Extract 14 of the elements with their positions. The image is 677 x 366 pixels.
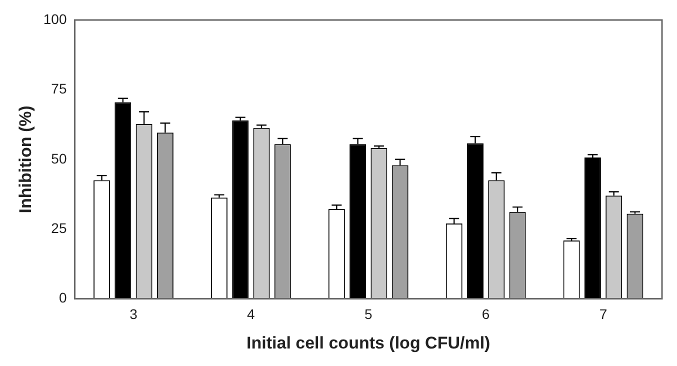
x-tick-label: 3 — [130, 306, 138, 322]
y-axis-title: Inhibition (%) — [16, 106, 35, 214]
x-tick-label: 5 — [364, 306, 372, 322]
y-tick-label: 50 — [51, 150, 67, 166]
x-tick-label: 4 — [247, 306, 256, 322]
x-tick-label: 6 — [482, 306, 490, 322]
x-tick-label: 7 — [599, 306, 608, 322]
y-tick-label: 25 — [51, 220, 67, 236]
y-tick-label: 100 — [43, 10, 67, 27]
bar — [232, 120, 249, 299]
y-tick-label: 0 — [58, 290, 67, 306]
y-tick-label: 75 — [51, 80, 67, 97]
bar — [584, 157, 601, 299]
x-axis-title: Initial cell counts (log CFU/ml) — [246, 333, 490, 352]
